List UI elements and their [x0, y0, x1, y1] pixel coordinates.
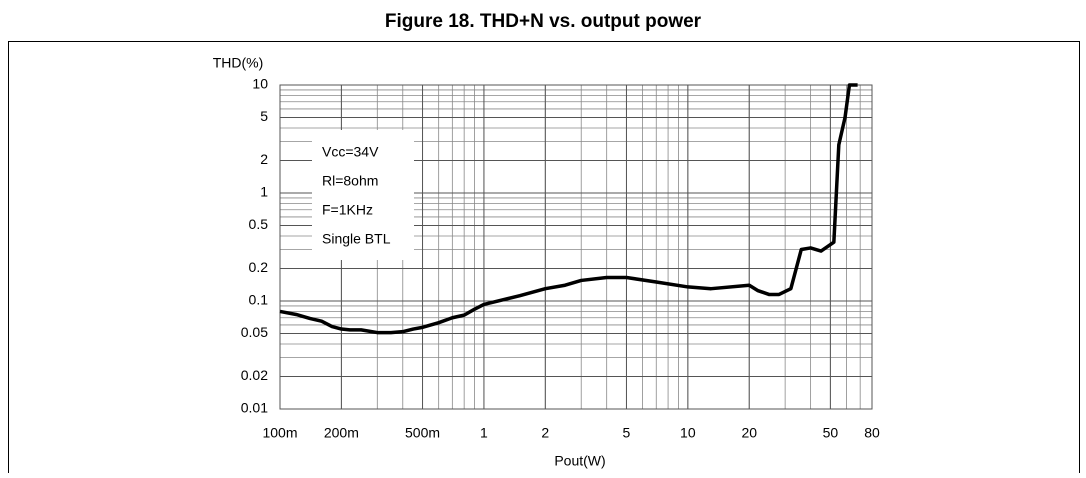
y-tick-label: 10 [252, 76, 268, 92]
annotation: Rl=8ohm [322, 173, 378, 189]
annotation: Single BTL [322, 231, 391, 247]
x-tick-label: 5 [623, 425, 631, 441]
annotation: F=1KHz [322, 202, 373, 218]
line [279, 83, 858, 335]
x-axis-label: Pout(W) [554, 453, 605, 469]
y-tick-label: 0.05 [241, 324, 268, 340]
chart-title: Figure 18. THD+N vs. output power [385, 11, 702, 32]
x-tick-label: 1 [480, 425, 488, 441]
y-tick-label: 0.1 [249, 292, 269, 308]
x-tick-label: 80 [864, 425, 880, 441]
x-tick-label: 100m [262, 425, 297, 441]
x-tick-label: 10 [680, 425, 696, 441]
y-tick-label: 1 [260, 184, 268, 200]
annotation: Vcc=34V [322, 144, 379, 160]
y-tick-label: 0.5 [249, 216, 269, 232]
y-tick-label: 0.01 [241, 400, 268, 416]
x-tick-label: 2 [541, 425, 549, 441]
y-axis-label: THD(%) [213, 55, 264, 71]
x-tick-label: 500m [405, 425, 440, 441]
plot-border [279, 84, 873, 410]
y-tick-label: 0.02 [241, 367, 268, 383]
y-tick-label: 5 [260, 108, 268, 124]
x-tick-label: 20 [741, 425, 757, 441]
y-tick-label: 2 [260, 151, 268, 167]
annotation-box [312, 130, 414, 260]
x-tick-label: 50 [823, 425, 839, 441]
y-tick-label: 0.2 [249, 259, 269, 275]
frame [8, 41, 1080, 478]
x-tick-label: 200m [324, 425, 359, 441]
